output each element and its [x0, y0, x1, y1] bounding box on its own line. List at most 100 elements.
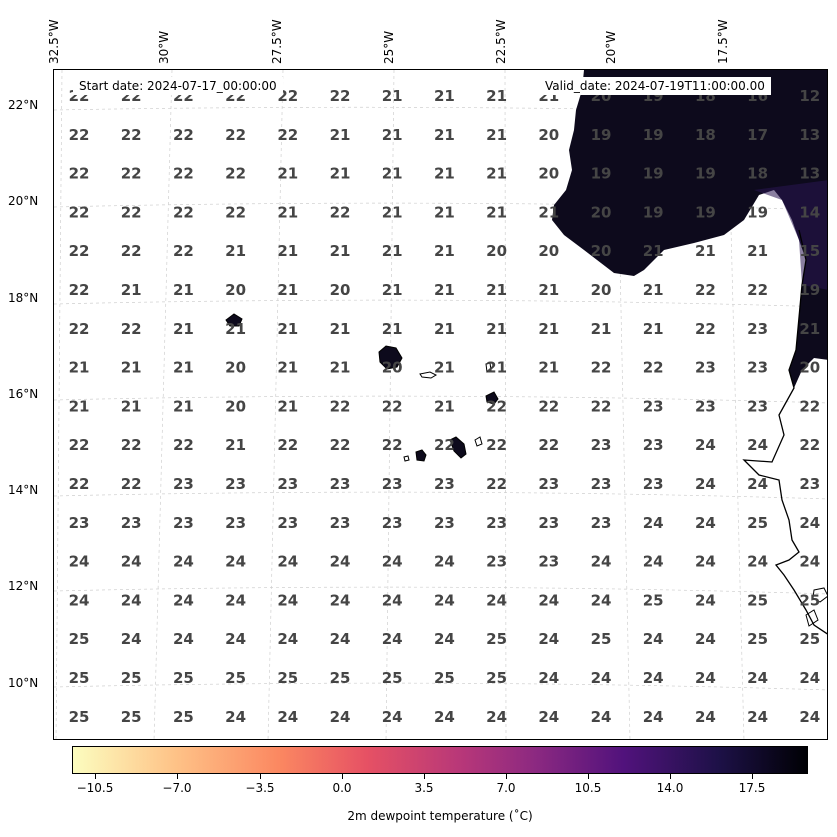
grid-value: 22 [330, 203, 351, 221]
grid-value: 23 [434, 475, 455, 493]
grid-value: 21 [538, 320, 559, 338]
grid-value: 24 [382, 553, 403, 571]
grid-value: 24 [747, 669, 768, 687]
grid-value: 24 [382, 591, 403, 609]
grid-value: 19 [591, 126, 612, 144]
grid-value: 22 [277, 126, 298, 144]
grid-value: 22 [591, 359, 612, 377]
grid-value: 24 [799, 669, 820, 687]
grid-value: 19 [591, 165, 612, 183]
grid-value: 24 [330, 553, 351, 571]
grid-value: 23 [591, 514, 612, 532]
graticule [54, 70, 827, 739]
grid-value: 23 [538, 514, 559, 532]
grid-value: 18 [747, 165, 768, 183]
grid-value: 25 [486, 669, 507, 687]
grid-value: 21 [382, 281, 403, 299]
grid-value: 21 [799, 320, 820, 338]
coastline [742, 229, 827, 635]
grid-value: 23 [486, 553, 507, 571]
grid-value: 24 [591, 669, 612, 687]
grid-value: 13 [799, 126, 820, 144]
grid-value: 23 [225, 475, 246, 493]
grid-value: 24 [695, 553, 716, 571]
grid-value: 24 [695, 708, 716, 726]
grid-value: 22 [121, 320, 142, 338]
grid-value: 24 [695, 669, 716, 687]
grid-value: 21 [277, 320, 298, 338]
grid-value: 24 [69, 553, 90, 571]
grid-value: 22 [69, 126, 90, 144]
colorbar-tick-label: 17.5 [738, 781, 766, 795]
grid-value: 22 [486, 436, 507, 454]
grid-value: 19 [695, 203, 716, 221]
island-fogo [415, 449, 427, 462]
grid-value: 23 [330, 514, 351, 532]
grid-value: 24 [486, 591, 507, 609]
colorbar-tick-label: −10.5 [76, 781, 114, 795]
grid-value: 24 [591, 553, 612, 571]
grid-value: 19 [643, 165, 664, 183]
colorbar-tick-label: −7.0 [162, 781, 192, 795]
grid-value: 19 [643, 126, 664, 144]
colorbar-tick [506, 774, 507, 779]
grid-value: 21 [330, 359, 351, 377]
grid-value: 24 [382, 708, 403, 726]
grid-value: 25 [591, 630, 612, 648]
grid-value: 21 [747, 242, 768, 260]
grid-value: 23 [695, 397, 716, 415]
grid-value: 21 [330, 165, 351, 183]
grid-value: 21 [121, 397, 142, 415]
grid-value: 22 [799, 436, 820, 454]
lat-label: 12°N [8, 579, 39, 593]
grid-value: 24 [330, 630, 351, 648]
grid-value: 23 [277, 475, 298, 493]
grid-value: 24 [330, 591, 351, 609]
grid-value: 23 [799, 475, 820, 493]
grid-value: 24 [225, 708, 246, 726]
grid-value: 21 [69, 359, 90, 377]
grid-value: 21 [173, 281, 194, 299]
grid-value: 23 [277, 514, 298, 532]
grid-value: 23 [121, 514, 142, 532]
grid-value: 21 [121, 359, 142, 377]
grid-value: 25 [382, 669, 403, 687]
grid-value: 24 [591, 591, 612, 609]
grid-value: 20 [538, 126, 559, 144]
colorbar [72, 746, 808, 774]
grid-value: 23 [643, 475, 664, 493]
grid-value: 23 [382, 475, 403, 493]
grid-value: 24 [695, 436, 716, 454]
lon-label: 25°W [382, 30, 396, 64]
colorbar-tick-label: 14.0 [656, 781, 684, 795]
grid-value: 24 [225, 553, 246, 571]
grid-value: 21 [434, 281, 455, 299]
grid-value: 21 [330, 242, 351, 260]
grid-value: 24 [538, 708, 559, 726]
grid-value: 22 [173, 242, 194, 260]
grid-value: 24 [643, 708, 664, 726]
grid-value: 25 [121, 708, 142, 726]
grid-value: 21 [225, 436, 246, 454]
lat-label: 22°N [8, 98, 39, 112]
grid-value: 21 [434, 320, 455, 338]
grid-value: 25 [173, 708, 194, 726]
colorbar-tick-label: 0.0 [332, 781, 352, 795]
grid-value: 22 [330, 397, 351, 415]
colorbar-tick-label: 10.5 [574, 781, 602, 795]
grid-value: 23 [486, 514, 507, 532]
grid-value: 24 [538, 630, 559, 648]
lon-label: 27.5°W [270, 19, 284, 64]
grid-value: 24 [225, 630, 246, 648]
grid-value: 21 [382, 165, 403, 183]
grid-value: 25 [799, 630, 820, 648]
grid-value: 20 [799, 359, 820, 377]
grid-value: 22 [330, 87, 351, 105]
grid-value: 25 [69, 630, 90, 648]
grid-value: 25 [277, 669, 298, 687]
grid-value: 22 [486, 475, 507, 493]
grid-value: 21 [538, 359, 559, 377]
grid-value: 23 [643, 436, 664, 454]
grid-value: 23 [747, 359, 768, 377]
grid-value: 21 [382, 203, 403, 221]
